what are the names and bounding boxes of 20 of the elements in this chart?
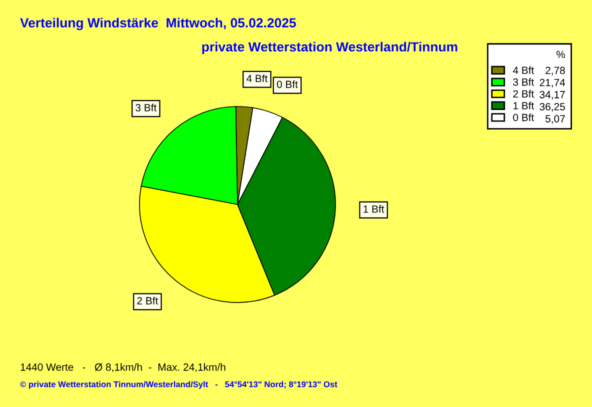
data-label: 21,74 — [540, 78, 566, 88]
slice-label: 2 Bft — [137, 296, 158, 304]
legend-title: % — [556, 50, 565, 58]
legend-label: 1 Bft — [513, 102, 534, 110]
slice-label: 4 Bft — [246, 74, 268, 82]
legend-label: 0 Bft — [513, 114, 534, 122]
chart-title: Verteilung Windstärke Mittwoch, 05.02.2025 — [20, 18, 296, 30]
data-label: 34,17 — [540, 90, 565, 100]
slice-label: 3 Bft — [136, 104, 157, 112]
data-label: 2,78 — [546, 66, 565, 76]
slice-label: 0 Bft — [276, 80, 298, 88]
legend-label: 3 Bft — [513, 78, 534, 86]
data-label: 5,07 — [546, 115, 565, 124]
text: © private Wetterstation Tinnum/Westerland/Sylt - 54°54'13" Nord; 8°19'13" Ost — [20, 381, 338, 389]
legend-label: 4 Bft — [512, 66, 534, 74]
data-label: 36,25 — [540, 103, 565, 112]
chart-subtitle: private Wetterstation Westerland/Tinnum — [202, 42, 458, 54]
text: 1440 Werte - Ø 8,1km/h - Max. 24,1km/h — [20, 363, 226, 372]
legend-label: 2 Bft — [513, 90, 534, 98]
slice-label: 1 Bft — [364, 205, 384, 213]
